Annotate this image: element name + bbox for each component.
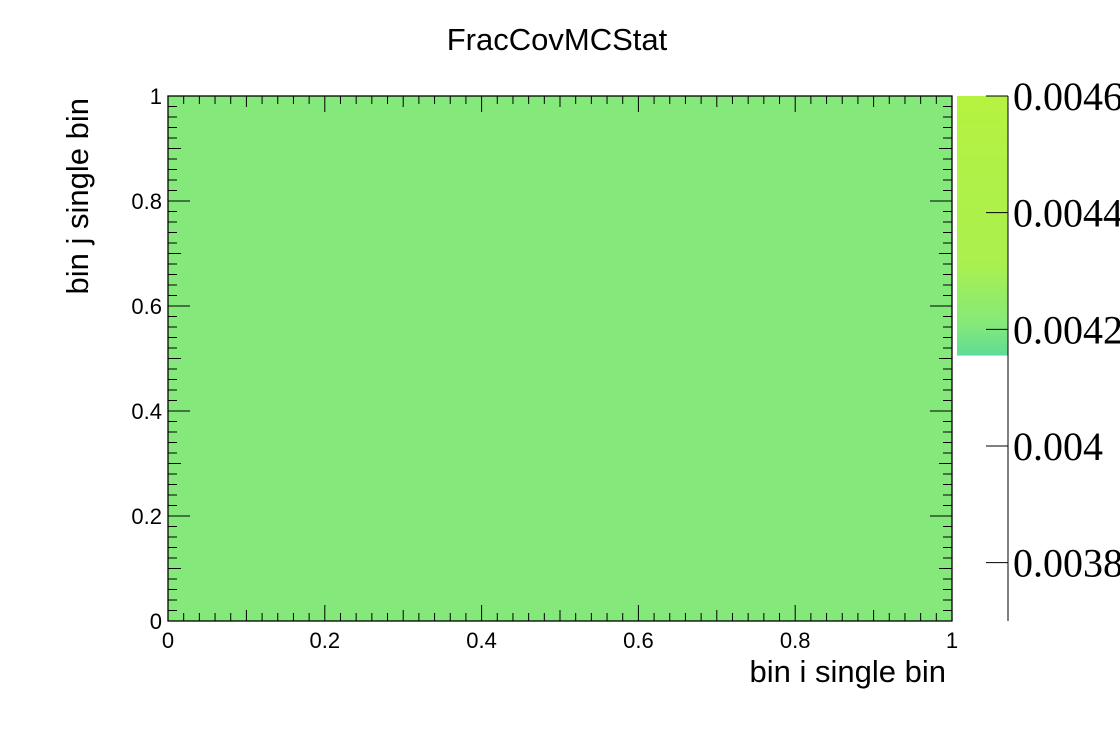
x-axis-label: bin i single bin (750, 654, 946, 689)
y-axis-label: bin j single bin (60, 98, 95, 294)
x-tick-label: 0.6 (623, 628, 654, 653)
y-tick-label: 0.2 (131, 504, 162, 529)
x-tick-label: 0.2 (310, 628, 341, 653)
y-tick-label: 0.4 (131, 399, 162, 424)
chart-title: FracCovMCStat (447, 22, 668, 57)
palette-bar (957, 96, 1008, 356)
x-tick-label: 0 (162, 628, 174, 653)
x-tick-label: 1 (946, 628, 958, 653)
heatmap-cell-0 (168, 96, 952, 621)
color-axis-label: 0.0046 (1013, 74, 1120, 119)
color-axis-label: 0.0042 (1013, 307, 1120, 352)
y-tick-label: 0 (150, 609, 162, 634)
y-tick-label: 0.6 (131, 294, 162, 319)
y-axis: 0 0.2 0.4 0.6 0.8 1 (131, 84, 952, 634)
color-axis-label: 0.004 (1013, 424, 1103, 469)
color-axis-label: 0.0044 (1013, 191, 1120, 236)
heatmap-cells (168, 96, 952, 621)
color-axis: 0.0038 0.004 0.0042 0.0044 0.0046 (986, 74, 1120, 621)
y-tick-label: 1 (150, 84, 162, 109)
x-axis: 0 0.2 0.4 0.6 0.8 1 (162, 96, 958, 653)
color-axis-label: 0.0038 (1013, 541, 1120, 586)
color-palette (957, 96, 1008, 356)
y-tick-label: 0.8 (131, 189, 162, 214)
title-box (400, 14, 718, 62)
x-tick-label: 0.8 (780, 628, 811, 653)
x-tick-label: 0.4 (466, 628, 497, 653)
